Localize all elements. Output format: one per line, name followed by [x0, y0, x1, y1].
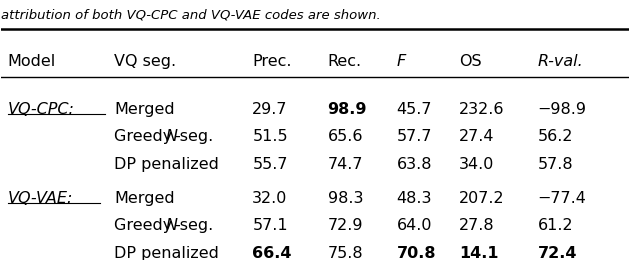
Text: 61.2: 61.2	[537, 218, 573, 233]
Text: N: N	[166, 129, 178, 144]
Text: 34.0: 34.0	[459, 157, 495, 172]
Text: 74.7: 74.7	[328, 157, 363, 172]
Text: VQ-VAE:: VQ-VAE:	[8, 191, 73, 206]
Text: Prec.: Prec.	[252, 54, 292, 69]
Text: 29.7: 29.7	[252, 102, 288, 117]
Text: 75.8: 75.8	[328, 246, 363, 260]
Text: 55.7: 55.7	[252, 157, 288, 172]
Text: 66.4: 66.4	[252, 246, 292, 260]
Text: DP penalized: DP penalized	[114, 246, 219, 260]
Text: Merged: Merged	[114, 102, 175, 117]
Text: 207.2: 207.2	[459, 191, 505, 206]
Text: 14.1: 14.1	[459, 246, 499, 260]
Text: OS: OS	[459, 54, 482, 69]
Text: attribution of both VQ-CPC and VQ-VAE codes are shown.: attribution of both VQ-CPC and VQ-VAE co…	[1, 8, 381, 21]
Text: Model: Model	[8, 54, 56, 69]
Text: −98.9: −98.9	[537, 102, 587, 117]
Text: -seg.: -seg.	[175, 218, 214, 233]
Text: 48.3: 48.3	[396, 191, 432, 206]
Text: 98.3: 98.3	[328, 191, 363, 206]
Text: Merged: Merged	[114, 191, 175, 206]
Text: −77.4: −77.4	[537, 191, 587, 206]
Text: DP penalized: DP penalized	[114, 157, 219, 172]
Text: F: F	[396, 54, 406, 69]
Text: 98.9: 98.9	[328, 102, 367, 117]
Text: 57.7: 57.7	[396, 129, 432, 144]
Text: VQ seg.: VQ seg.	[114, 54, 176, 69]
Text: 32.0: 32.0	[252, 191, 288, 206]
Text: -seg.: -seg.	[175, 129, 214, 144]
Text: 57.1: 57.1	[252, 218, 288, 233]
Text: 57.8: 57.8	[537, 157, 573, 172]
Text: 51.5: 51.5	[252, 129, 288, 144]
Text: 72.4: 72.4	[537, 246, 577, 260]
Text: 63.8: 63.8	[396, 157, 432, 172]
Text: 72.9: 72.9	[328, 218, 363, 233]
Text: 232.6: 232.6	[459, 102, 505, 117]
Text: 70.8: 70.8	[396, 246, 436, 260]
Text: 56.2: 56.2	[537, 129, 573, 144]
Text: 45.7: 45.7	[396, 102, 432, 117]
Text: Rec.: Rec.	[328, 54, 362, 69]
Text: 64.0: 64.0	[396, 218, 432, 233]
Text: VQ-CPC:: VQ-CPC:	[8, 102, 74, 117]
Text: Greedy: Greedy	[114, 218, 176, 233]
Text: 27.4: 27.4	[459, 129, 495, 144]
Text: Greedy: Greedy	[114, 129, 176, 144]
Text: N: N	[166, 218, 178, 233]
Text: 27.8: 27.8	[459, 218, 495, 233]
Text: R-val.: R-val.	[537, 54, 583, 69]
Text: 65.6: 65.6	[328, 129, 363, 144]
